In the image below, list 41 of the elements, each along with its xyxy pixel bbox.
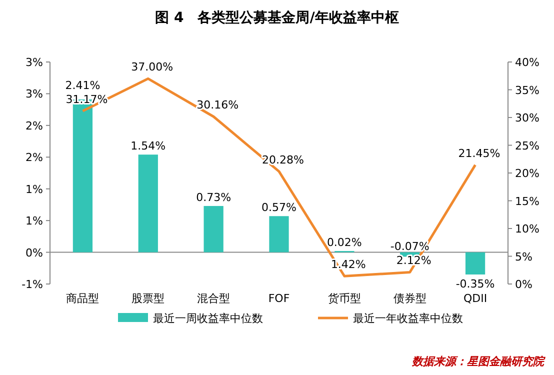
y-tick-label: 0% xyxy=(26,246,43,260)
legend-label: 最近一周收益率中位数 xyxy=(153,312,263,325)
y-tick-label: 3% xyxy=(26,88,43,101)
x-tick-label: 商品型 xyxy=(66,292,100,305)
y2-tick-label: 30% xyxy=(515,112,540,124)
x-tick-label: FOF xyxy=(268,292,290,305)
text: 0.02% xyxy=(326,236,362,250)
x-tick-label: 股票型 xyxy=(132,292,165,305)
y-tick-label: 1% xyxy=(26,182,43,196)
y-tick-label: -1% xyxy=(22,278,43,291)
text: -0.35% xyxy=(456,277,495,290)
y2-tick-label: 40% xyxy=(515,56,540,69)
text: 2.41% xyxy=(65,79,100,92)
text: 1.54% xyxy=(130,140,166,153)
source-note: 数据来源：星图金融研究院 xyxy=(411,355,546,368)
chart-title: 图 4 各类型公募基金周/年收益率中枢 xyxy=(155,9,399,26)
text: 37.00% xyxy=(131,60,174,74)
bar xyxy=(204,206,224,252)
y-tick-label: 1% xyxy=(26,214,43,228)
y2-tick-label: 10% xyxy=(515,222,540,236)
bar xyxy=(465,252,486,274)
legend-label: 最近一年收益率中位数 xyxy=(353,312,463,325)
y2-tick-label: 5% xyxy=(515,250,532,264)
y2-tick-label: 25% xyxy=(515,139,540,152)
y2-tick-label: 0% xyxy=(515,278,532,291)
y2-tick-label: 15% xyxy=(515,194,540,208)
x-tick-label: 债券型 xyxy=(393,292,426,305)
text: 30.16% xyxy=(196,98,239,112)
y-tick-label: 3% xyxy=(26,56,43,69)
text: 0.73% xyxy=(196,190,232,204)
bar xyxy=(138,154,158,252)
x-tick-label: 混合型 xyxy=(197,292,230,305)
y-tick-label: 2% xyxy=(26,119,43,132)
text: 21.45% xyxy=(458,146,500,160)
x-tick-label: QDII xyxy=(463,292,488,305)
y2-tick-label: 35% xyxy=(515,84,540,97)
bar xyxy=(269,216,289,252)
y2-tick-label: 20% xyxy=(515,167,540,180)
y-tick-label: 2% xyxy=(26,151,43,164)
text: 0.57% xyxy=(262,201,296,214)
x-tick-label: 货币型 xyxy=(328,292,361,305)
